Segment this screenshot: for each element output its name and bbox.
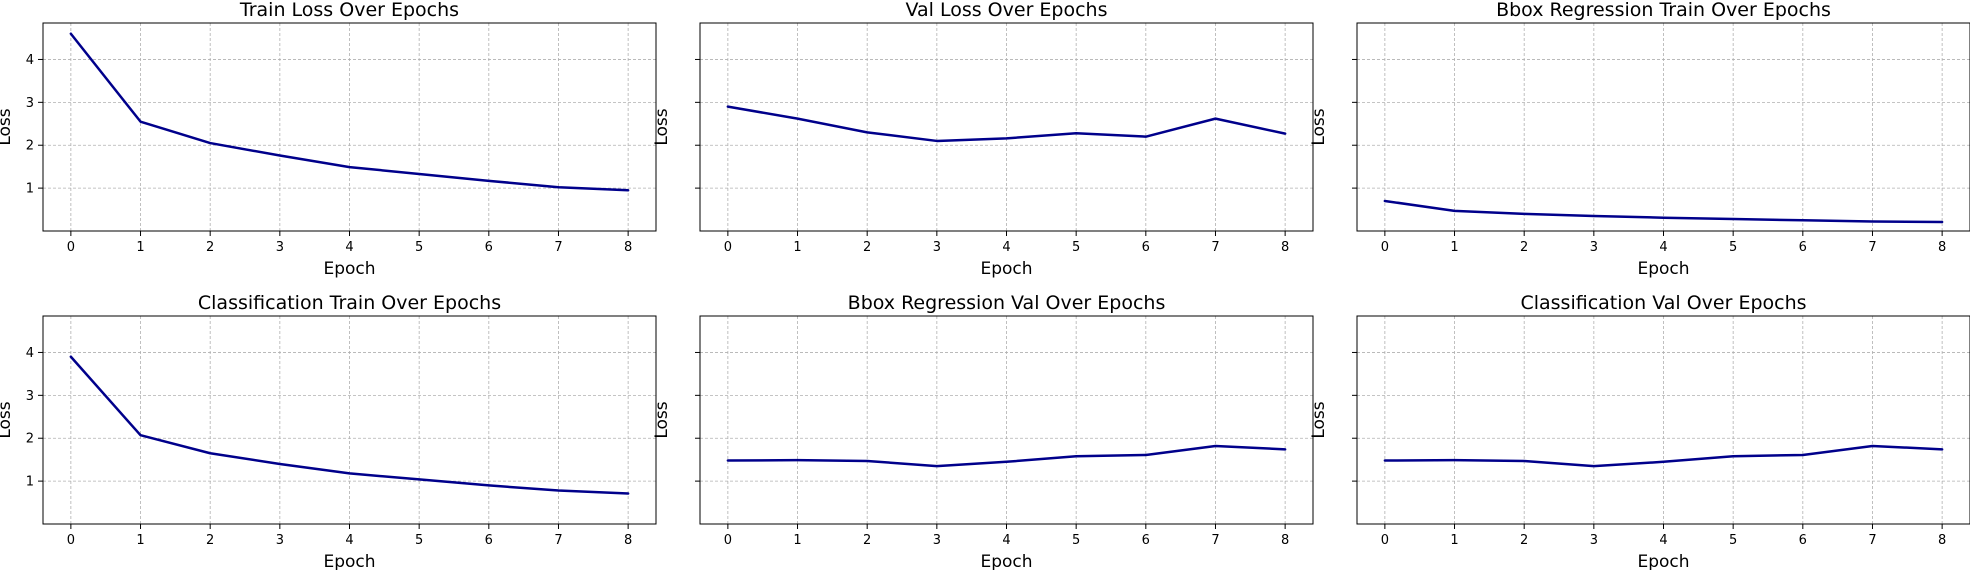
x-tick-label: 5	[1072, 240, 1080, 255]
series-line	[726, 444, 1287, 468]
x-tick-label: 1	[136, 240, 144, 255]
y-tick-label: 3	[26, 96, 34, 111]
x-tick-label: 3	[276, 240, 284, 255]
x-tick-label: 8	[624, 533, 632, 548]
x-axis-label: Epoch	[1637, 552, 1689, 570]
chart-panel-4: 0 1 2 3 4 5 6 7 8 1 2 3 4 Classification Train Over E…	[0, 292, 657, 570]
y-tick-label: 1	[26, 182, 34, 197]
x-tick-label: 4	[1659, 240, 1667, 255]
x-axis-label: Epoch	[980, 552, 1032, 570]
x-tick-label: 4	[345, 240, 353, 255]
chart-title: Bbox Regression Val Over Epochs	[848, 292, 1166, 314]
y-axis-label: Loss	[1309, 108, 1329, 145]
x-tick-label: 2	[206, 533, 214, 548]
x-tick-label: 7	[1868, 240, 1876, 255]
x-tick-label: 8	[1938, 533, 1946, 548]
x-tick-label: 6	[485, 533, 493, 548]
x-tick-label: 3	[1590, 533, 1598, 548]
chart-panel-2: 0 1 2 3 4 5 6 7 8 Val Loss Over Epochs Epoch Loss	[652, 0, 1314, 279]
x-tick-label: 4	[1002, 533, 1010, 548]
x-tick-label: 5	[1729, 533, 1737, 548]
x-tick-label: 2	[1520, 240, 1528, 255]
x-tick-label: 6	[1799, 533, 1807, 548]
x-tick-label: 3	[933, 240, 941, 255]
x-tick-label: 0	[1381, 240, 1389, 255]
x-tick-label: 1	[136, 533, 144, 548]
series-line	[69, 32, 630, 192]
y-tick-label: 4	[26, 346, 34, 361]
x-tick-label: 2	[863, 240, 871, 255]
chart-title: Classification Val Over Epochs	[1520, 292, 1806, 314]
x-tick-label: 0	[724, 533, 732, 548]
x-tick-label: 0	[1381, 533, 1389, 548]
x-tick-label: 1	[1450, 240, 1458, 255]
x-tick-label: 7	[1868, 533, 1876, 548]
x-tick-label: 0	[67, 240, 75, 255]
chart-panel-5: 0 1 2 3 4 5 6 7 8 Bbox Regression Val Over Epochs…	[652, 292, 1314, 570]
x-tick-label: 8	[624, 240, 632, 255]
chart-panel-6: 0 1 2 3 4 5 6 7 8 Classification Val Over Epochs E…	[1309, 292, 1970, 570]
x-tick-label: 7	[1211, 533, 1219, 548]
x-axis-label: Epoch	[323, 259, 375, 279]
x-tick-label: 4	[1659, 533, 1667, 548]
y-tick-label: 3	[26, 389, 34, 404]
chart-panel-1: 0 1 2 3 4 5 6 7 8 1 2 3 4 Train Loss Over Epochs Epoch…	[0, 0, 657, 279]
x-tick-label: 1	[793, 533, 801, 548]
x-tick-label: 5	[1072, 533, 1080, 548]
series-line	[1383, 199, 1944, 224]
x-tick-label: 2	[863, 533, 871, 548]
chart-title: Classification Train Over Epochs	[198, 292, 501, 314]
x-tick-label: 7	[554, 240, 562, 255]
x-tick-label: 4	[1002, 240, 1010, 255]
chart-panel-3: 0 1 2 3 4 5 6 7 8 Bbox Regression Train Over Epoc…	[1309, 0, 1970, 279]
x-tick-label: 6	[1142, 533, 1150, 548]
chart-title: Bbox Regression Train Over Epochs	[1496, 0, 1831, 21]
y-axis-label: Loss	[0, 401, 15, 438]
x-tick-label: 4	[345, 533, 353, 548]
x-tick-label: 0	[724, 240, 732, 255]
series-line	[726, 105, 1287, 143]
x-tick-label: 3	[276, 533, 284, 548]
chart-title: Val Loss Over Epochs	[905, 0, 1107, 21]
x-tick-label: 6	[1142, 240, 1150, 255]
x-tick-label: 6	[1799, 240, 1807, 255]
y-tick-label: 1	[26, 475, 34, 490]
y-axis-label: Loss	[652, 401, 672, 438]
x-tick-label: 5	[1729, 240, 1737, 255]
x-tick-label: 2	[206, 240, 214, 255]
y-tick-label: 4	[26, 53, 34, 68]
x-tick-label: 8	[1281, 533, 1289, 548]
x-tick-label: 3	[933, 533, 941, 548]
x-tick-label: 3	[1590, 240, 1598, 255]
y-tick-label: 2	[26, 432, 34, 447]
series-line	[1383, 444, 1944, 468]
x-axis-label: Epoch	[1637, 259, 1689, 279]
x-tick-label: 1	[793, 240, 801, 255]
x-tick-label: 8	[1938, 240, 1946, 255]
x-tick-label: 6	[485, 240, 493, 255]
y-axis-label: Loss	[1309, 401, 1329, 438]
y-axis-label: Loss	[0, 108, 15, 145]
series-line	[69, 355, 630, 495]
x-tick-label: 2	[1520, 533, 1528, 548]
x-tick-label: 7	[554, 533, 562, 548]
y-tick-label: 2	[26, 139, 34, 154]
x-tick-label: 5	[415, 533, 423, 548]
x-tick-label: 1	[1450, 533, 1458, 548]
chart-title: Train Loss Over Epochs	[239, 0, 459, 21]
x-tick-label: 0	[67, 533, 75, 548]
x-tick-label: 7	[1211, 240, 1219, 255]
x-axis-label: Epoch	[323, 552, 375, 570]
x-tick-label: 5	[415, 240, 423, 255]
x-tick-label: 8	[1281, 240, 1289, 255]
y-axis-label: Loss	[652, 108, 672, 145]
x-axis-label: Epoch	[980, 259, 1032, 279]
